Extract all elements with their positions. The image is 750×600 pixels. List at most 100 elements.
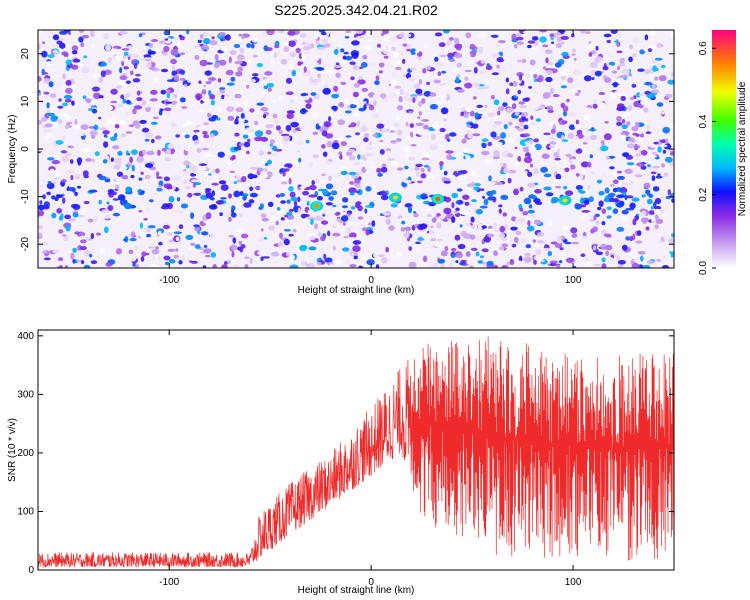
spectrogram-cell xyxy=(496,31,505,35)
spectrogram-cell xyxy=(351,206,356,210)
spectrogram-cell xyxy=(144,138,150,142)
spectrogram-cell xyxy=(203,220,210,224)
spectrogram-cell xyxy=(254,231,260,236)
spectrogram-cell xyxy=(318,241,326,244)
spectrogram-cell xyxy=(560,85,568,89)
spectrogram-cell xyxy=(354,30,364,34)
spectrogram-cell xyxy=(297,262,301,265)
spectrogram-cell xyxy=(617,175,625,180)
spectrogram-cell xyxy=(353,113,361,117)
spectrogram-cell xyxy=(575,92,580,97)
spectrogram-cell xyxy=(600,145,609,152)
spectrogram-cell xyxy=(646,93,655,99)
spectrogram-cell xyxy=(89,130,98,136)
spectrogram-cell xyxy=(361,256,370,260)
spectrogram-cell xyxy=(140,256,145,262)
spectrogram-cell xyxy=(510,72,517,76)
spectrogram-cell xyxy=(357,154,361,160)
spectrogram-cell xyxy=(64,152,72,157)
spectrogram-cell xyxy=(519,74,523,81)
spectrogram-cell xyxy=(165,235,174,239)
spectrogram-cell xyxy=(209,48,213,51)
spectrogram-cell xyxy=(661,265,670,268)
spectrogram-cell xyxy=(657,146,662,153)
spectrogram-cell xyxy=(515,230,522,236)
spectrogram-cell xyxy=(551,199,555,204)
spectrogram-cell xyxy=(368,104,375,111)
spectrogram-cell xyxy=(631,53,638,58)
spectrogram-cell xyxy=(454,234,461,241)
spectrogram-cell xyxy=(139,57,146,61)
spectrogram-cell xyxy=(43,165,49,168)
spectrogram-cell xyxy=(321,129,328,137)
spectrogram-cell xyxy=(323,253,327,260)
spectrogram-cell xyxy=(523,256,532,263)
y-tick-label: -20 xyxy=(20,237,31,252)
spectrogram-cell xyxy=(629,74,633,77)
x-tick-label: 0 xyxy=(368,577,374,588)
spectrogram-cell xyxy=(505,88,510,95)
spectrogram-cell xyxy=(613,198,619,203)
spectrogram-cell xyxy=(439,127,446,133)
spectrogram-cell xyxy=(616,65,620,71)
spectrogram-cell xyxy=(120,107,125,112)
spectrogram-cell xyxy=(289,254,295,261)
spectrogram-cell xyxy=(429,103,439,110)
spectrogram-cell xyxy=(575,185,584,190)
spectrogram-cell xyxy=(610,36,617,42)
spectrogram-cell xyxy=(139,119,147,124)
spectrogram-cell xyxy=(375,264,380,268)
spectrogram-cell xyxy=(418,111,423,116)
spectrogram-cell xyxy=(186,30,190,35)
spectrogram-cell xyxy=(589,160,599,166)
spectrogram-cell xyxy=(563,161,568,165)
spectrogram-cell xyxy=(460,259,466,264)
spectrogram-cell xyxy=(498,232,506,239)
spectrogram-cell xyxy=(225,69,234,76)
spectrogram-cell xyxy=(235,107,244,113)
spectrogram-cell xyxy=(309,235,316,241)
spectrogram-cell xyxy=(434,32,443,37)
spectrogram-cell xyxy=(320,235,326,242)
spectrogram-cell xyxy=(238,33,242,37)
y-tick-label: 400 xyxy=(17,331,34,342)
spectrogram-cell xyxy=(259,203,264,209)
spectrogram-cell xyxy=(98,185,105,190)
spectrogram-cell xyxy=(134,264,140,268)
spectrogram-cell xyxy=(171,65,176,71)
spectrogram-cell xyxy=(610,30,618,34)
spectrogram-cell xyxy=(100,62,108,67)
spectrogram-cell xyxy=(573,58,577,61)
spectrogram-cell xyxy=(292,96,298,102)
spectrogram-cell xyxy=(525,73,531,78)
spectrogram-cell xyxy=(637,230,642,236)
spectrogram-cell xyxy=(277,241,284,247)
spectrogram-cell xyxy=(555,42,563,49)
spectrogram-cell xyxy=(523,124,529,130)
spectrogram-cell xyxy=(242,134,249,139)
spectrogram-cell xyxy=(626,195,634,199)
spectrogram-cell xyxy=(98,76,104,84)
spectrogram-cell xyxy=(276,125,281,131)
spectrogram-cell xyxy=(144,174,151,180)
spectrogram-cell xyxy=(565,85,574,90)
spectrogram-cell xyxy=(652,151,657,155)
spectrogram-cell xyxy=(441,84,448,91)
spectrogram-cell xyxy=(318,247,325,253)
spectrogram-cell xyxy=(264,163,269,167)
spectrogram-cell xyxy=(580,214,589,221)
spectrogram-cell xyxy=(383,50,390,55)
spectrogram-cell xyxy=(604,187,610,194)
spectrogram-cell xyxy=(603,63,607,68)
spectrogram-cell xyxy=(618,125,623,131)
spectrogram-cell xyxy=(250,166,259,170)
spectrogram-cell xyxy=(493,250,499,257)
spectrogram-cell xyxy=(183,178,188,185)
spectrogram-cell xyxy=(324,257,333,263)
spectrogram-cell xyxy=(445,94,451,101)
spectrogram-cell xyxy=(207,112,212,118)
spectrogram-cell xyxy=(78,62,84,68)
spectrogram-cell xyxy=(278,143,284,149)
spectrogram-cell xyxy=(535,255,544,262)
spectrogram-cell xyxy=(571,241,580,245)
